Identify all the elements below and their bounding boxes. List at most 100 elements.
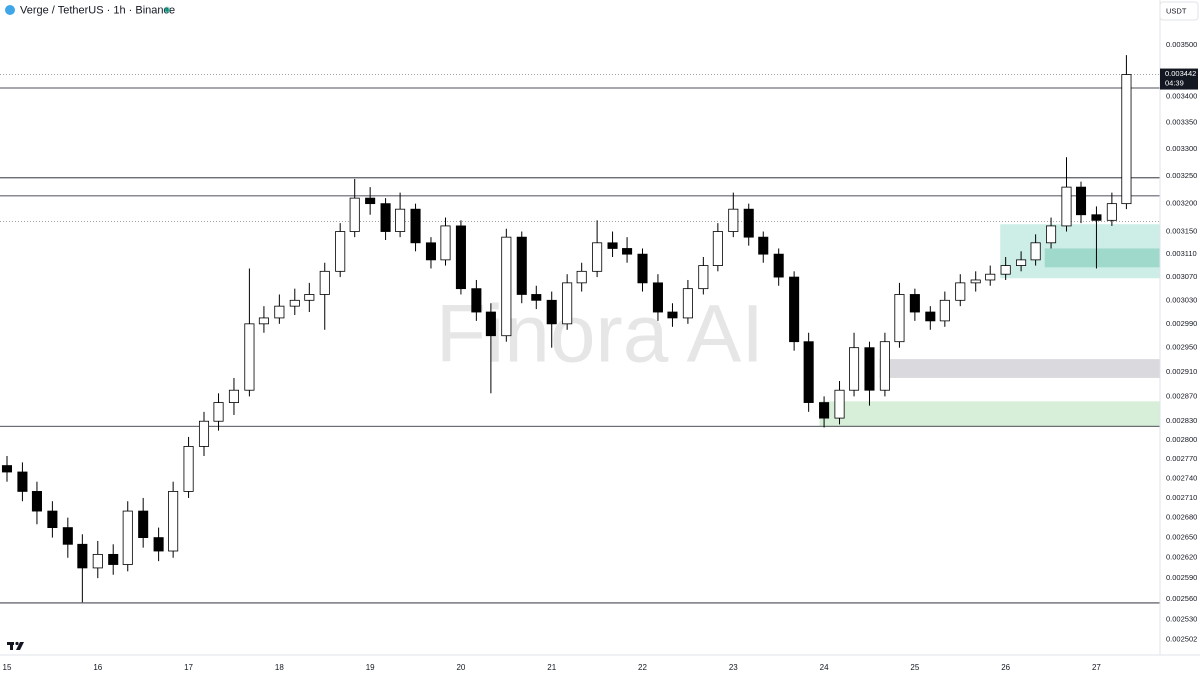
- candle-body: [562, 282, 573, 325]
- levels: [0, 74, 1160, 604]
- x-tick-label: 26: [1001, 663, 1010, 672]
- candle-body: [955, 282, 966, 301]
- x-tick-label: 17: [184, 663, 193, 672]
- candle-body: [183, 446, 194, 492]
- candle-body: [425, 242, 437, 261]
- y-tick-label: 0.002870: [1166, 391, 1197, 400]
- candle-body: [1046, 225, 1057, 244]
- y-tick-label: 0.003110: [1166, 249, 1197, 258]
- y-tick-label: 0.002740: [1166, 473, 1197, 482]
- zone: [879, 359, 1160, 378]
- x-tick-label: 15: [3, 663, 12, 672]
- y-tick-label: 0.003300: [1166, 144, 1197, 153]
- countdown: 04:39: [1165, 79, 1184, 88]
- candle-body: [213, 402, 224, 422]
- currency[interactable]: USDT: [1166, 6, 1187, 15]
- candle-body: [819, 402, 830, 419]
- zones: [819, 224, 1160, 427]
- candle-body: [108, 553, 119, 565]
- tv-logo: [7, 641, 24, 650]
- candle-body: [122, 510, 133, 565]
- candle-body: [274, 305, 285, 319]
- candle-body: [395, 208, 406, 232]
- candle-body: [365, 197, 376, 205]
- candle-body: [47, 510, 58, 529]
- candle-body: [712, 231, 723, 266]
- x-tick-label: 19: [366, 663, 375, 672]
- x-tick-label: 18: [275, 663, 284, 672]
- candle-body: [516, 236, 527, 295]
- y-tick-label: 0.003030: [1166, 295, 1197, 304]
- candle-body: [304, 294, 315, 301]
- y-tick-label: 0.002590: [1166, 573, 1197, 582]
- y-tick-label: 0.003200: [1166, 199, 1197, 208]
- candle-body: [970, 279, 981, 284]
- candle-body: [1, 465, 13, 473]
- candle-body: [410, 208, 421, 244]
- candle-body: [440, 225, 451, 261]
- candle-body: [198, 420, 210, 447]
- candle-body: [652, 282, 663, 313]
- y-tick-label: 0.002650: [1166, 533, 1197, 542]
- y-tick-label: 0.002560: [1166, 594, 1197, 603]
- zone: [1044, 248, 1160, 268]
- y-tick-label: 0.003070: [1166, 272, 1197, 281]
- candle-body: [349, 197, 360, 232]
- y-tick-label: 0.002710: [1166, 493, 1197, 502]
- y-tick-label: 0.002910: [1166, 367, 1197, 376]
- y-tick-label: 0.003350: [1166, 118, 1197, 127]
- candle-body: [62, 527, 73, 545]
- y-tick-label: 0.003250: [1166, 171, 1197, 180]
- watermark: Finora AI: [436, 289, 764, 380]
- candle-body: [985, 273, 996, 281]
- candle-body: [31, 491, 42, 512]
- x-tick-label: 23: [729, 663, 738, 672]
- x-tick-label: 21: [547, 663, 556, 672]
- candle-body: [1000, 265, 1011, 275]
- candle-body: [335, 231, 346, 272]
- candle-body: [1016, 259, 1027, 266]
- y-tick-label: 0.002680: [1166, 513, 1197, 522]
- candle-body: [925, 311, 936, 322]
- x-tick-label: 22: [638, 663, 647, 672]
- y-tick-label: 0.002770: [1166, 454, 1197, 463]
- candle-body: [698, 265, 709, 290]
- x-tick-label: 24: [820, 663, 829, 672]
- y-tick-label: 0.002830: [1166, 416, 1197, 425]
- candle-body: [864, 347, 875, 391]
- candle-body: [546, 299, 557, 325]
- candle-body: [228, 389, 239, 403]
- x-tick-label: 25: [910, 663, 919, 672]
- x-tick-label: 27: [1092, 663, 1101, 672]
- y-tick-label: 0.002990: [1166, 319, 1197, 328]
- candle-body: [637, 253, 648, 284]
- candle-body: [1030, 242, 1041, 261]
- candle-body: [607, 242, 618, 249]
- candle-body: [773, 253, 784, 278]
- y-tick-label: 0.002530: [1166, 615, 1197, 624]
- candle-body: [743, 208, 754, 238]
- candle-body: [92, 553, 103, 569]
- y-tick-label: 0.002800: [1166, 435, 1197, 444]
- candle-body: [1106, 203, 1117, 221]
- candle-body: [939, 299, 950, 322]
- candle-body: [1061, 186, 1072, 227]
- candle-body: [849, 347, 860, 391]
- candle-body: [834, 389, 845, 419]
- candle-body: [289, 299, 300, 307]
- chart-title: Verge / TetherUS · 1h · Binance: [20, 4, 175, 16]
- candle-body: [894, 294, 905, 343]
- status-dot: [165, 8, 169, 12]
- candle-body: [77, 543, 88, 569]
- candle-body: [244, 323, 255, 391]
- candle-body: [17, 471, 28, 492]
- y-tick-label: 0.002950: [1166, 343, 1197, 352]
- candle-body: [879, 341, 890, 391]
- candle-body: [789, 276, 800, 343]
- currency-box[interactable]: [1159, 1, 1199, 21]
- y-tick-label: 0.002502: [1166, 634, 1197, 643]
- candle-body: [1075, 186, 1087, 216]
- x-tick-label: 16: [93, 663, 102, 672]
